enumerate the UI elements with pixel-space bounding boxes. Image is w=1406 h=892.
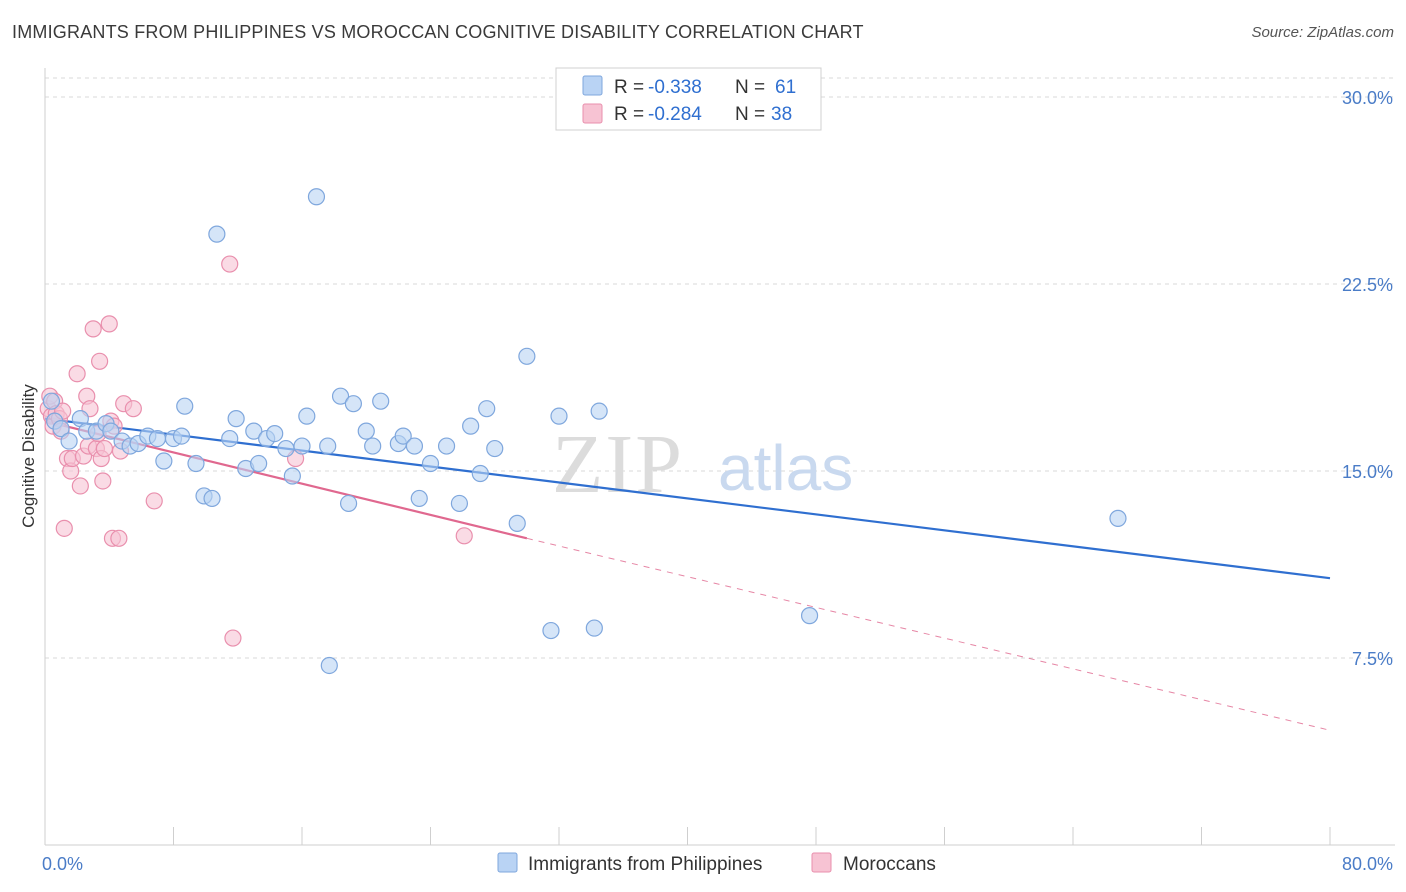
point-philippines (405, 437, 424, 455)
point-philippines (542, 621, 560, 640)
legend-n-label-2: N = (735, 104, 765, 125)
point-philippines (410, 489, 428, 508)
point-philippines (266, 425, 284, 443)
point-philippines (102, 422, 120, 440)
point-philippines (283, 467, 301, 485)
point-philippines (550, 407, 568, 425)
trendline-philippines (44, 417, 1331, 580)
point-moroccans (55, 519, 73, 537)
legend-n-value-2: 38 (771, 104, 792, 125)
point-philippines (319, 437, 337, 455)
point-philippines (331, 387, 350, 405)
y-tick-label: 15.0% (1342, 462, 1393, 482)
point-philippines (450, 494, 469, 513)
y-tick-label: 22.5% (1342, 275, 1393, 295)
point-philippines (486, 439, 504, 458)
legend-r-label-2: R = (614, 104, 644, 125)
point-moroccans (145, 492, 163, 510)
point-philippines (42, 392, 61, 410)
point-philippines (176, 397, 194, 415)
point-philippines (155, 452, 173, 470)
point-philippines (394, 427, 412, 445)
trend-lines (44, 417, 1331, 731)
y-axis-label: Cognitive Disability (19, 384, 38, 528)
legend-r-value-1: -0.338 (648, 77, 702, 98)
watermark-atlas: atlas (718, 432, 853, 504)
point-philippines (148, 429, 167, 448)
point-moroccans (455, 527, 473, 545)
legend-r-value-2: -0.284 (648, 104, 702, 125)
point-philippines (344, 395, 362, 413)
point-philippines (307, 188, 326, 206)
point-moroccans (84, 320, 102, 338)
x-tick-label-min: 0.0% (42, 854, 83, 874)
point-philippines (364, 437, 382, 455)
point-philippines (277, 439, 295, 458)
point-philippines (357, 422, 375, 440)
point-philippines (421, 454, 440, 473)
legend-r-label-1: R = (614, 77, 644, 98)
point-philippines (172, 427, 191, 445)
point-philippines (221, 429, 239, 448)
y-tick-label: 30.0% (1342, 88, 1393, 108)
axes: 7.5% 15.0% 22.5% 30.0% 0.0% 80.0% (42, 68, 1395, 874)
bottom-legend-label-philippines: Immigrants from Philippines (528, 854, 762, 875)
point-moroccans (110, 529, 128, 547)
point-philippines (800, 607, 819, 625)
point-philippines (250, 454, 268, 473)
chart-title: IMMIGRANTS FROM PHILIPPINES VS MOROCCAN … (12, 22, 864, 42)
point-philippines (372, 392, 390, 410)
point-moroccans (221, 255, 239, 273)
bottom-legend: Immigrants from Philippines Moroccans (497, 852, 936, 875)
source-label: Source: ZipAtlas.com (1251, 24, 1394, 41)
point-philippines (52, 420, 70, 438)
point-philippines (339, 494, 358, 513)
watermark-zip: ZIP (552, 418, 684, 511)
point-philippines (203, 489, 221, 508)
y-tick-label: 7.5% (1352, 649, 1393, 669)
point-moroccans (68, 365, 86, 383)
bottom-legend-swatch-moroccans (811, 852, 832, 873)
legend-box: R = -0.338 N = 61 R = -0.284 N = 38 (555, 67, 822, 131)
point-philippines (187, 454, 205, 473)
point-moroccans (95, 439, 114, 458)
point-philippines (518, 347, 536, 365)
point-philippines (227, 410, 245, 428)
point-philippines (585, 619, 603, 637)
legend-swatch-moroccans (582, 103, 603, 124)
data-points (39, 188, 1127, 675)
bottom-legend-label-moroccans: Moroccans (843, 854, 936, 875)
point-moroccans (94, 472, 112, 490)
point-moroccans (71, 477, 89, 495)
point-philippines (437, 437, 456, 455)
point-philippines (320, 656, 338, 675)
point-moroccans (124, 400, 142, 418)
trendline-moroccans-extension (526, 537, 1331, 731)
legend-swatch-philippines (582, 75, 603, 96)
point-philippines (245, 422, 263, 440)
point-philippines (478, 400, 496, 418)
point-moroccans (91, 352, 109, 370)
point-moroccans (100, 315, 118, 333)
legend-n-label-1: N = (735, 77, 765, 98)
point-philippines (293, 437, 311, 455)
point-philippines (298, 407, 316, 425)
gridlines (45, 77, 1395, 659)
point-philippines (1109, 509, 1127, 527)
point-philippines (462, 417, 480, 435)
point-philippines (508, 514, 526, 532)
point-moroccans (224, 629, 242, 647)
point-philippines (590, 402, 608, 420)
point-philippines (471, 464, 489, 483)
bottom-legend-swatch-philippines (497, 852, 518, 873)
point-philippines (208, 225, 226, 243)
point-philippines (60, 432, 78, 450)
legend-n-value-1: 61 (775, 77, 796, 98)
x-tick-label-max: 80.0% (1342, 854, 1393, 874)
